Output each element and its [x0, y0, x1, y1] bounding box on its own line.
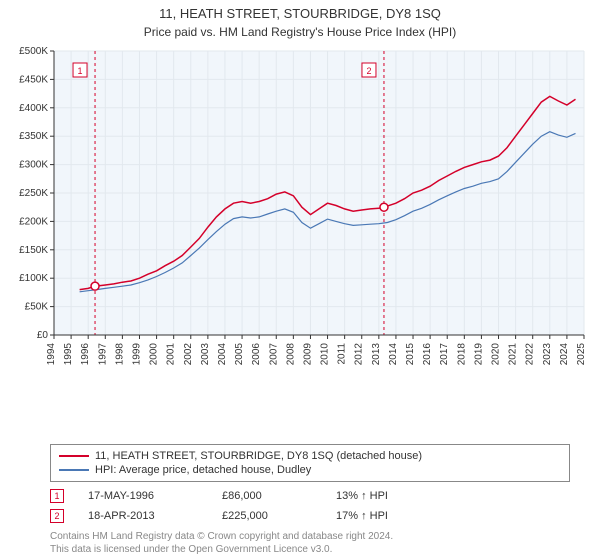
- legend-item: 11, HEATH STREET, STOURBRIDGE, DY8 1SQ (…: [59, 449, 561, 463]
- svg-text:2003: 2003: [200, 342, 211, 365]
- svg-text:£50K: £50K: [25, 301, 49, 312]
- svg-text:£400K: £400K: [19, 103, 48, 114]
- svg-text:2023: 2023: [542, 342, 553, 365]
- svg-text:2001: 2001: [166, 342, 177, 365]
- svg-text:£200K: £200K: [19, 216, 48, 227]
- svg-text:£0: £0: [37, 330, 49, 341]
- svg-text:2022: 2022: [525, 342, 536, 365]
- svg-text:£150K: £150K: [19, 245, 48, 256]
- svg-text:2005: 2005: [234, 342, 245, 365]
- svg-text:2021: 2021: [508, 342, 519, 365]
- legend: 11, HEATH STREET, STOURBRIDGE, DY8 1SQ (…: [50, 444, 570, 482]
- svg-text:£300K: £300K: [19, 159, 48, 170]
- data-point-date: 17-MAY-1996: [88, 490, 198, 502]
- svg-text:£250K: £250K: [19, 188, 48, 199]
- svg-text:2007: 2007: [268, 342, 279, 365]
- svg-text:2000: 2000: [149, 342, 160, 365]
- data-point-price: £225,000: [222, 510, 312, 522]
- chart-plot: 1 2 £0 £50K £100K £150K £200K £250K £300K £350K £4…: [10, 47, 590, 438]
- legend-swatch: [59, 469, 89, 471]
- svg-text:2006: 2006: [251, 342, 262, 365]
- data-point-row: 1 17-MAY-1996 £86,000 13% ↑ HPI: [50, 486, 570, 506]
- svg-text:2017: 2017: [439, 342, 450, 365]
- footer-line: This data is licensed under the Open Gov…: [50, 543, 570, 556]
- marker-number: 1: [54, 491, 59, 501]
- svg-text:2015: 2015: [405, 342, 416, 365]
- data-point-date: 18-APR-2013: [88, 510, 198, 522]
- svg-text:2004: 2004: [217, 342, 228, 365]
- footer-line: Contains HM Land Registry data © Crown c…: [50, 530, 570, 543]
- svg-text:2002: 2002: [183, 342, 194, 365]
- data-point-price: £86,000: [222, 490, 312, 502]
- svg-text:2012: 2012: [354, 342, 365, 365]
- svg-text:1996: 1996: [80, 342, 91, 365]
- line-chart-svg: 1 2 £0 £50K £100K £150K £200K £250K £300K £350K £4…: [10, 47, 590, 377]
- marker-badge: 2: [50, 509, 64, 523]
- data-point-delta: 17% ↑ HPI: [336, 510, 388, 522]
- legend-label: 11, HEATH STREET, STOURBRIDGE, DY8 1SQ (…: [95, 450, 422, 462]
- data-point-row: 2 18-APR-2013 £225,000 17% ↑ HPI: [50, 506, 570, 526]
- svg-text:1999: 1999: [131, 342, 142, 365]
- svg-text:£350K: £350K: [19, 131, 48, 142]
- svg-text:1997: 1997: [97, 342, 108, 365]
- legend-label: HPI: Average price, detached house, Dudl…: [95, 464, 311, 476]
- svg-text:1998: 1998: [114, 342, 125, 365]
- svg-text:2010: 2010: [320, 342, 331, 365]
- svg-text:2009: 2009: [302, 342, 313, 365]
- svg-text:£500K: £500K: [19, 47, 48, 57]
- marker-badge: 1: [50, 489, 64, 503]
- chart-container: 11, HEATH STREET, STOURBRIDGE, DY8 1SQ P…: [0, 0, 600, 560]
- legend-swatch: [59, 455, 89, 457]
- svg-text:2020: 2020: [491, 342, 502, 365]
- footer-note: Contains HM Land Registry data © Crown c…: [50, 530, 570, 556]
- svg-text:2016: 2016: [422, 342, 433, 365]
- svg-text:2: 2: [366, 66, 371, 76]
- svg-text:2014: 2014: [388, 342, 399, 365]
- svg-text:1995: 1995: [63, 342, 74, 365]
- svg-text:2019: 2019: [473, 342, 484, 365]
- svg-text:2024: 2024: [559, 342, 570, 365]
- svg-text:£100K: £100K: [19, 273, 48, 284]
- svg-text:2025: 2025: [576, 342, 587, 365]
- svg-text:2011: 2011: [337, 342, 348, 364]
- svg-text:1994: 1994: [46, 342, 57, 365]
- legend-item: HPI: Average price, detached house, Dudl…: [59, 463, 561, 477]
- svg-text:1: 1: [78, 66, 83, 76]
- svg-text:2008: 2008: [285, 342, 296, 365]
- chart-subtitle: Price paid vs. HM Land Registry's House …: [10, 25, 590, 39]
- data-points-table: 1 17-MAY-1996 £86,000 13% ↑ HPI 2 18-APR…: [50, 486, 570, 526]
- svg-text:2018: 2018: [456, 342, 467, 365]
- chart-title: 11, HEATH STREET, STOURBRIDGE, DY8 1SQ: [10, 6, 590, 23]
- svg-text:2013: 2013: [371, 342, 382, 365]
- marker-number: 2: [54, 511, 59, 521]
- svg-text:£450K: £450K: [19, 74, 48, 85]
- data-point-delta: 13% ↑ HPI: [336, 490, 388, 502]
